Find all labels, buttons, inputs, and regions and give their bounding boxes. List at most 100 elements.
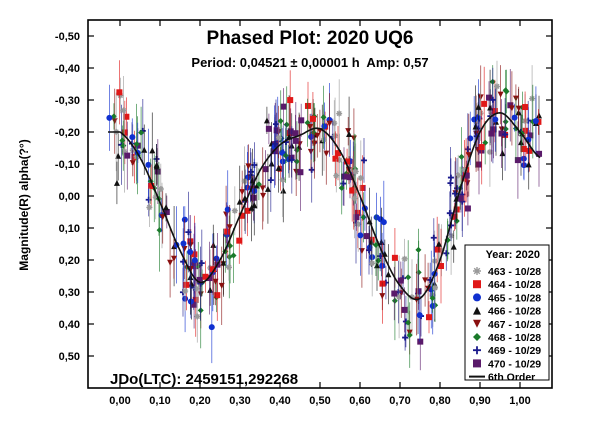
data-point [117,92,124,99]
data-point [457,195,464,202]
data-point [264,185,271,192]
data-point [502,131,509,138]
data-point [119,137,126,144]
legend-marker [473,359,481,368]
data-point [336,156,343,163]
legend-label: 470 - 10/29 [488,358,541,370]
y-tick-label: 0,40 [59,319,80,331]
x-tick-label: 0,30 [229,395,250,407]
data-point [511,114,518,121]
data-point [227,242,234,249]
data-point [507,102,514,109]
data-point [181,245,188,252]
data-point [417,338,424,345]
data-point [297,169,304,176]
data-point [476,161,483,168]
data-point [273,127,280,134]
data-point [111,118,118,125]
chart-subtitle: Period: 0,04521 ± 0,00001 h Amp: 0,57 [191,55,428,70]
data-point [163,204,170,211]
x-tick-label: 0,20 [189,395,210,407]
data-point [529,95,536,102]
data-point [488,130,495,137]
data-point [146,204,153,211]
x-tick-label: 0,50 [309,395,330,407]
data-point [515,105,522,112]
data-point [464,205,471,212]
data-point [391,297,398,304]
data-point [475,103,482,110]
data-point [115,152,122,159]
data-point [193,285,200,292]
data-point [255,181,262,188]
x-tick-label: 0,00 [109,395,130,407]
x-tick-label: 1,00 [509,395,530,407]
data-point [401,255,408,262]
data-point [259,185,266,192]
data-point [416,312,423,319]
data-point [241,178,248,185]
data-point [373,214,380,221]
data-point [202,273,209,280]
y-tick-label: 0,30 [59,287,80,299]
legend-marker [473,293,481,302]
data-point [355,221,362,228]
data-point [455,172,462,179]
data-point [279,176,286,183]
data-point [167,259,174,266]
data-point [451,213,458,220]
data-point [138,129,145,136]
data-point [153,161,160,168]
data-point [432,284,439,291]
data-point [210,241,217,248]
data-point [263,117,270,124]
data-point [434,246,441,253]
y-tick-label: -0,50 [55,31,80,43]
data-point [415,288,422,295]
data-point [288,156,295,163]
data-point [198,260,205,267]
data-point [212,278,219,285]
data-point [368,238,375,245]
data-point [308,166,315,173]
data-point [262,166,269,173]
data-point [518,139,525,146]
data-point [369,260,376,267]
data-point [520,145,527,152]
data-point [415,269,422,276]
data-point [503,88,510,95]
data-point [268,160,275,167]
data-point [191,257,198,264]
data-point [452,190,459,197]
data-point [402,334,409,341]
x-tick-label: 0,40 [269,395,290,407]
data-point [159,214,166,221]
data-points-layer [106,60,543,371]
data-point [298,117,305,124]
data-point [253,182,260,189]
data-point [489,96,496,103]
data-point [438,247,445,254]
legend-title: Year: 2020 [486,249,540,261]
data-point [498,130,505,137]
data-point [331,120,338,127]
fit-curve-layer [108,111,541,301]
data-point [385,271,392,278]
data-point [458,153,465,160]
jdo-annotation: JDo(LTC): 2459151,292268 [110,371,298,388]
data-point [321,123,328,130]
data-point [207,286,214,293]
data-point [408,294,415,301]
data-point [191,301,198,308]
axes-layer: 0,00 0,10 0,20 0,30 0,40 0,50 0,60 0,70 0,80 0,90… [55,20,552,407]
data-point [157,185,164,192]
data-point [373,262,380,269]
data-point [218,282,225,289]
data-point [120,107,127,114]
data-point [293,158,300,165]
data-point [236,198,243,205]
data-point [292,130,299,137]
